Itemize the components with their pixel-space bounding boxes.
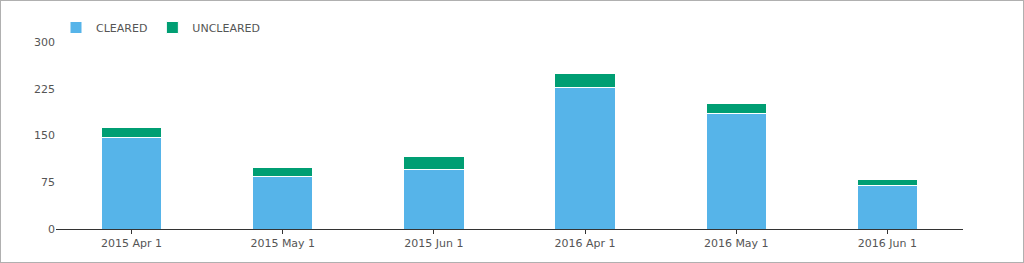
- svg-text:225: 225: [34, 83, 55, 96]
- svg-text:2016 Apr 1: 2016 Apr 1: [555, 237, 616, 250]
- svg-text:300: 300: [34, 36, 55, 49]
- svg-text:75: 75: [41, 176, 55, 189]
- svg-text:150: 150: [34, 129, 55, 142]
- svg-text:2016 May 1: 2016 May 1: [704, 237, 769, 250]
- svg-text:2015 May 1: 2015 May 1: [250, 237, 315, 250]
- svg-text:2015 Jun 1: 2015 Jun 1: [404, 237, 463, 250]
- svg-text:2016 Jun 1: 2016 Jun 1: [858, 237, 917, 250]
- svg-text:UNCLEARED: UNCLEARED: [192, 22, 260, 35]
- svg-text:2015 Apr 1: 2015 Apr 1: [101, 237, 162, 250]
- svg-text:CLEARED: CLEARED: [96, 22, 147, 35]
- svg-text:0: 0: [48, 223, 55, 236]
